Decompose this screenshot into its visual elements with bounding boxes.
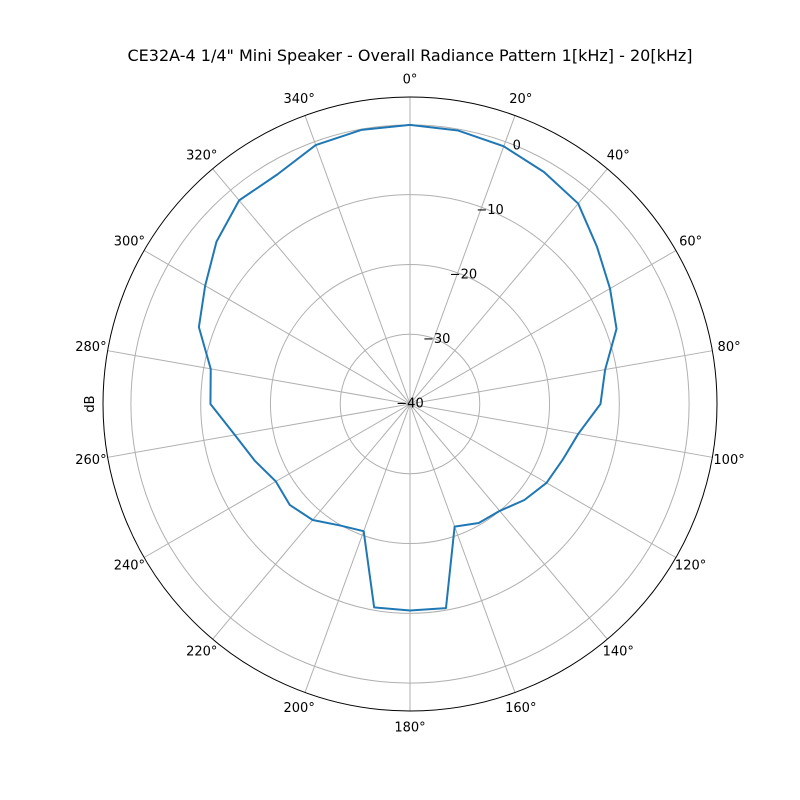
angular-gridline-11: [212, 403, 411, 640]
series-layer: [197, 123, 618, 612]
angular-gridline-7: [409, 403, 608, 640]
angle-tick-label-220: 220°: [186, 645, 217, 660]
angle-tick-label-240: 240°: [114, 559, 145, 574]
angle-tick-label-160: 160°: [505, 701, 536, 716]
angular-gridline-4: [409, 350, 713, 405]
angular-gridline-15: [143, 250, 411, 405]
y-axis-label: dB: [83, 395, 98, 412]
radial-tick-label-4: −40: [396, 397, 423, 412]
angular-gridline-12: [143, 403, 411, 558]
angular-gridline-17: [304, 115, 411, 405]
radial-tick-label-0: 0: [513, 139, 521, 154]
angle-tick-label-120: 120°: [675, 559, 706, 574]
angle-tick-label-40: 40°: [607, 148, 630, 163]
angle-tick-label-60: 60°: [679, 235, 702, 250]
angle-tick-label-260: 260°: [75, 453, 106, 468]
radial-tick-label-3: −30: [423, 332, 450, 347]
series-line-0: [197, 123, 618, 612]
angle-tick-label-80: 80°: [718, 340, 741, 355]
labels-layer: 0° 20° 40° 60° 80° 100° 120° 140° 160° 180° 200° 22…: [75, 73, 744, 736]
angular-gridline-10: [304, 403, 411, 693]
radial-tick-label-1: −10: [476, 203, 503, 218]
chart-title: CE32A-4 1/4" Mini Speaker - Overall Radi…: [127, 46, 692, 65]
radial-tick-label-2: −20: [450, 268, 477, 283]
angular-gridline-2: [409, 168, 608, 405]
angular-gridline-1: [409, 115, 516, 405]
angle-tick-label-180: 180°: [394, 721, 425, 736]
angle-tick-label-20: 20°: [509, 92, 532, 107]
angular-gridline-13: [107, 403, 411, 458]
angular-gridline-3: [409, 250, 677, 405]
angle-tick-label-340: 340°: [284, 92, 315, 107]
angular-gridline-5: [409, 403, 713, 458]
angle-tick-label-200: 200°: [284, 701, 315, 716]
angle-tick-label-0: 0°: [403, 73, 418, 88]
angle-tick-label-140: 140°: [603, 645, 634, 660]
angular-gridline-14: [107, 350, 411, 405]
angular-gridline-8: [409, 403, 516, 693]
angular-gridline-6: [409, 403, 677, 558]
angular-gridline-16: [212, 168, 411, 405]
angle-tick-label-320: 320°: [186, 148, 217, 163]
angle-tick-label-280: 280°: [75, 340, 106, 355]
outer-boundary: [102, 96, 718, 712]
grid-layer: [102, 96, 718, 712]
angle-tick-label-100: 100°: [713, 453, 744, 468]
angle-tick-label-300: 300°: [114, 235, 145, 250]
